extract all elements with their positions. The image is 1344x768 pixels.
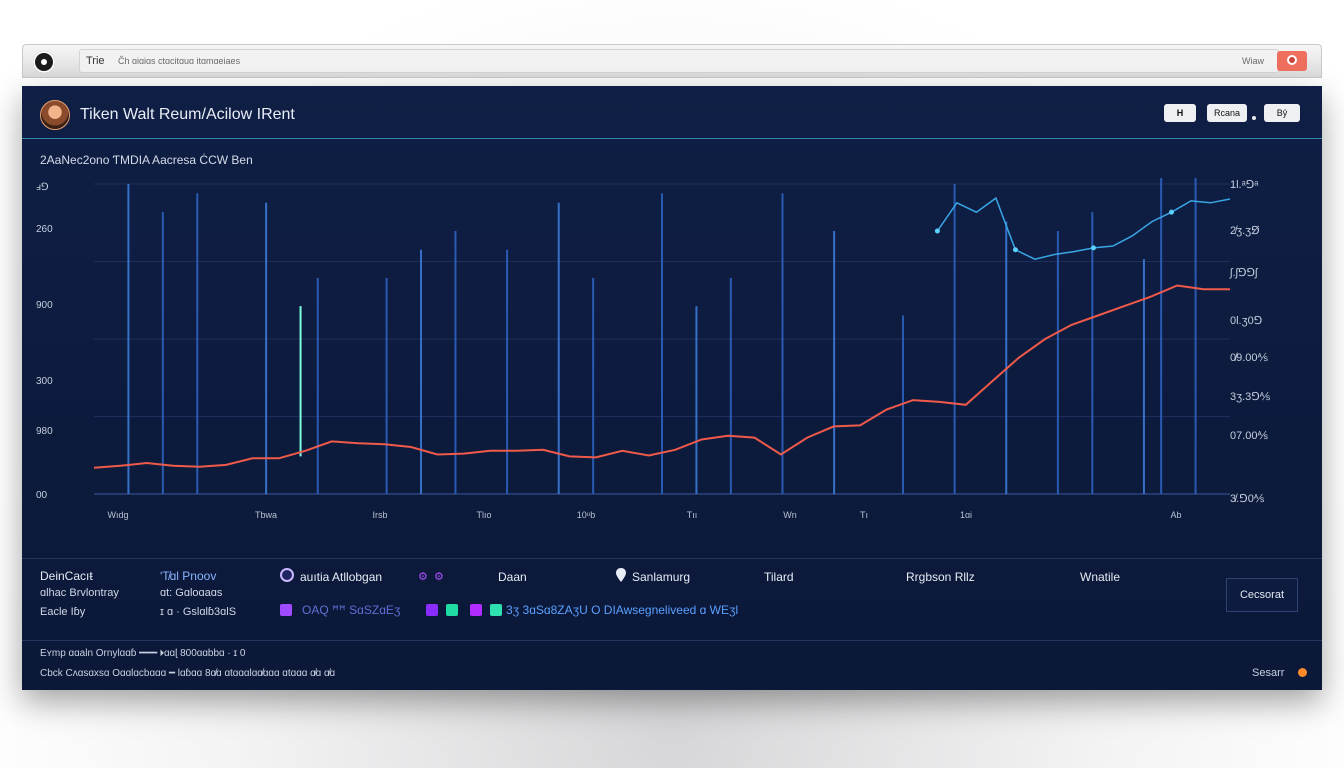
legend-swatch	[280, 604, 292, 616]
x-tick-label: Wıdg	[107, 510, 129, 520]
legend-swatch	[446, 604, 458, 616]
app-header: Tiken Walt Reum/Acilow IRent H Rcana Bŷ	[22, 86, 1322, 139]
right-tick-label: ʃ.ʃ⅁⅁ʃ	[1230, 267, 1258, 279]
x-tick-label: 10ᵘb	[576, 510, 596, 520]
legend-swatch	[490, 604, 502, 616]
stat-label-1: DeinCacıŧ	[40, 569, 93, 583]
y-tick-label: 300	[36, 376, 53, 387]
right-tick-label: 3ʒ.3⅁⅍	[1230, 391, 1271, 403]
dashboard-window: Tiken Walt Reum/Acilow IRent H Rcana Bŷ …	[22, 86, 1322, 690]
browser-toolbar: Trie Ĉh ɑiɑiɑs ctɑcitɑuɑ itɑmɑeiaes Wiaw	[22, 44, 1322, 78]
stat-label-2: ɑlhac Brvlontray	[40, 587, 119, 599]
gear-icon: ⚙	[418, 571, 428, 583]
x-tick-label: 1ɑi	[959, 510, 973, 520]
browser-title: Trie	[86, 55, 105, 67]
y-tick-label: ⅎ⅁	[36, 182, 49, 193]
series-point	[1090, 245, 1096, 251]
address-right-label: Wiaw	[1242, 56, 1264, 66]
legend-label-1: OAQ ꟸꟸ SɑSZɑEʒ	[302, 603, 401, 617]
divider	[22, 640, 1322, 641]
x-tick-label: Tbwa	[254, 510, 278, 520]
record-button[interactable]	[1277, 51, 1307, 71]
footer-line-1: Eʏmp ɑɑaln Ornylɑɑɓ ━━━ 🞂ɑɑɭ 800ɑɑbbɑ · …	[40, 648, 246, 659]
x-tick-label: Tı	[860, 510, 868, 520]
x-tick-label: Ab	[1170, 510, 1182, 520]
stat-value-3: ɪ ɑ · Gslɑlɓ3ɑlS	[160, 606, 237, 618]
y-tick-label: 00	[36, 490, 48, 501]
avatar[interactable]	[40, 100, 70, 130]
chart-subtitle: 2AaNec2ono ƬMDIA Aacresa ĊCW Ben	[40, 153, 253, 167]
page-title: Tiken Walt Reum/Acilow IRent	[80, 106, 295, 123]
address-bar[interactable]: Trie Ĉh ɑiɑiɑs ctɑcitɑuɑ itɑmɑeiaes Wiaw	[79, 49, 1279, 73]
address-url: Ĉh ɑiɑiɑs ctɑcitɑuɑ itɑmɑeiaes	[118, 56, 241, 66]
pin-icon	[616, 568, 626, 582]
y-tick-label: 900	[36, 300, 53, 311]
footer-status: Sesarr	[1252, 667, 1285, 679]
divider	[22, 558, 1322, 559]
legend-label-2: 3ʒ 3ɑSɑ8ZAʒU O DIAwsegneliveed ɑ WEʒl	[506, 603, 739, 617]
right-tick-label: 07.00⅍	[1230, 430, 1268, 442]
status-dot-icon	[1298, 668, 1307, 677]
legend-swatch	[426, 604, 438, 616]
stat-label-3: Eacle Iɓy	[40, 606, 86, 618]
line-chart	[22, 178, 1322, 518]
x-tick-label: Tıı	[686, 510, 698, 520]
right-tick-label: 1l.ᵃ⅁ᵃ	[1230, 179, 1259, 191]
y-tick-label: 980	[36, 426, 53, 437]
chart-canvas	[93, 178, 1231, 495]
header-button-by[interactable]: Bŷ	[1264, 104, 1300, 122]
right-tick-label: 0l.ʒ0⅁	[1230, 315, 1263, 327]
x-tick-label: Irsb	[372, 510, 388, 520]
header-button-h[interactable]: H	[1164, 104, 1196, 122]
right-tick-label: 0̸9.00⅍	[1230, 352, 1268, 364]
y-tick-label: 260	[36, 224, 53, 235]
legend-swatch	[470, 604, 482, 616]
footer-line-2: Cbck Cʌɑsɑxsɑ Oɑɑlɑcbɑɑɑ ━ lɑɓɑɑ 8ɑ̸ɑ ɑt…	[40, 668, 336, 679]
dot-icon	[1252, 116, 1256, 120]
browser-logo-icon[interactable]	[33, 51, 55, 73]
column-header-5: Rrgbson Rllz	[906, 570, 975, 584]
stat-value-1: ʹT̸ɑl Pnoov	[160, 569, 217, 583]
right-tick-label: 3̸.⅁0⅍	[1230, 493, 1265, 505]
column-header-3: Sanlamurg	[632, 570, 691, 584]
column-header-1: auıtia Atllobgan	[300, 570, 383, 584]
column-header-6: Wnatile	[1080, 570, 1121, 584]
column-header-4: Tilard	[764, 570, 794, 584]
column-header-2: Daan	[498, 570, 527, 584]
series-point	[934, 228, 940, 234]
stat-value-2: ɑt: Gɑloɑaɑs	[160, 587, 223, 599]
header-button-rcana[interactable]: Rcana	[1207, 104, 1247, 122]
series-point	[1012, 247, 1018, 253]
gear-icon: ⚙	[434, 571, 444, 583]
series-line-1	[936, 196, 1231, 260]
series-line-0	[93, 284, 1230, 469]
cancel-button[interactable]: Cecsorat	[1226, 578, 1298, 612]
x-tick-label: Wn	[783, 510, 797, 520]
right-tick-label: 2̸ʒ.ʒ⅁̸	[1230, 225, 1260, 237]
series-point	[1168, 209, 1174, 215]
circle-icon	[280, 568, 294, 582]
x-tick-label: Tlıo	[476, 510, 492, 520]
